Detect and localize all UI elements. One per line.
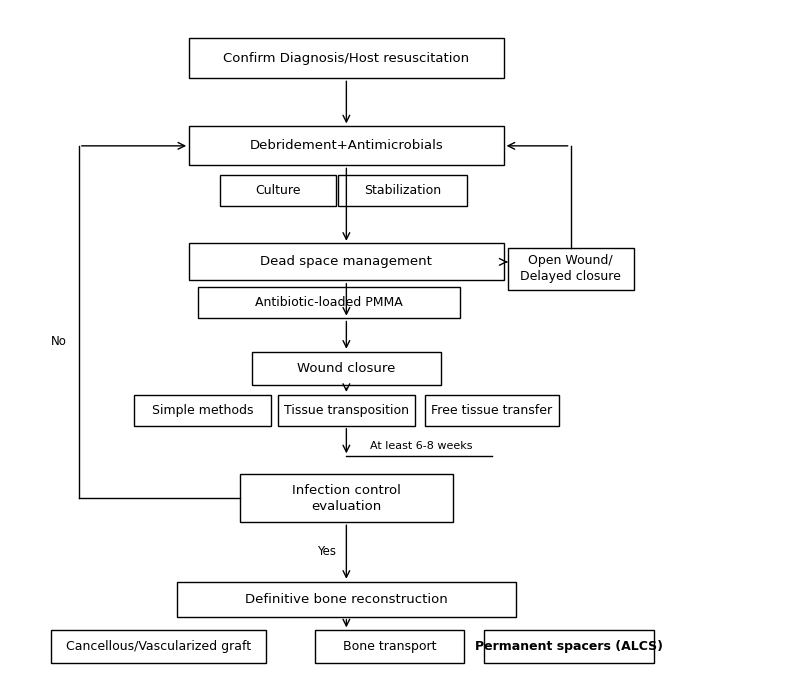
FancyBboxPatch shape (134, 395, 271, 426)
Text: Open Wound/
Delayed closure: Open Wound/ Delayed closure (520, 254, 621, 283)
FancyBboxPatch shape (508, 248, 634, 290)
FancyBboxPatch shape (51, 630, 266, 663)
Text: Yes: Yes (317, 546, 336, 559)
Text: Free tissue transfer: Free tissue transfer (432, 404, 553, 417)
Text: Simple methods: Simple methods (152, 404, 253, 417)
Text: Bone transport: Bone transport (343, 640, 436, 653)
FancyBboxPatch shape (425, 395, 559, 426)
FancyBboxPatch shape (189, 126, 504, 165)
FancyBboxPatch shape (189, 38, 504, 79)
Text: Dead space management: Dead space management (261, 255, 432, 268)
Text: Cancellous/Vascularized graft: Cancellous/Vascularized graft (66, 640, 251, 653)
Text: Stabilization: Stabilization (363, 184, 440, 197)
FancyBboxPatch shape (338, 175, 467, 206)
Text: Wound closure: Wound closure (297, 362, 396, 375)
FancyBboxPatch shape (484, 630, 654, 663)
Text: Debridement+Antimicrobials: Debridement+Antimicrobials (250, 139, 444, 152)
Text: At least 6-8 weeks: At least 6-8 weeks (370, 441, 472, 451)
FancyBboxPatch shape (240, 474, 452, 522)
Text: Confirm Diagnosis/Host resuscitation: Confirm Diagnosis/Host resuscitation (223, 52, 469, 65)
FancyBboxPatch shape (189, 243, 504, 281)
Text: Definitive bone reconstruction: Definitive bone reconstruction (245, 593, 448, 606)
Text: Tissue transposition: Tissue transposition (284, 404, 409, 417)
FancyBboxPatch shape (198, 287, 460, 318)
FancyBboxPatch shape (177, 582, 515, 617)
Text: Infection control
evaluation: Infection control evaluation (292, 484, 401, 512)
Text: Antibiotic-loaded PMMA: Antibiotic-loaded PMMA (255, 296, 403, 309)
Text: Culture: Culture (255, 184, 301, 197)
Text: Permanent spacers (ALCS): Permanent spacers (ALCS) (475, 640, 663, 653)
FancyBboxPatch shape (315, 630, 464, 663)
Text: No: No (52, 335, 67, 348)
FancyBboxPatch shape (219, 175, 336, 206)
FancyBboxPatch shape (278, 395, 415, 426)
FancyBboxPatch shape (252, 352, 440, 385)
